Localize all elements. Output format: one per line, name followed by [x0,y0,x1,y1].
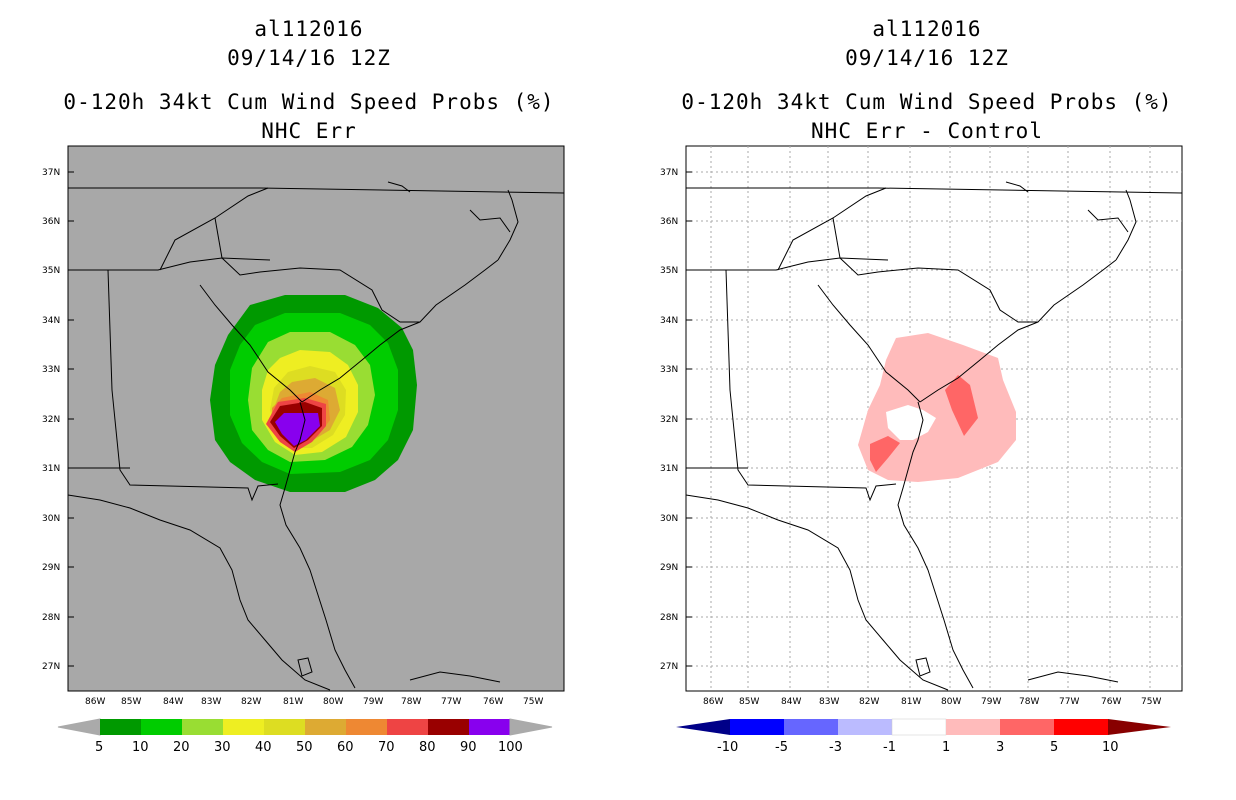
lon-label: 75W [523,697,543,707]
lat-label: 27N [660,662,678,672]
lat-label: 36N [42,217,60,227]
lon-label: 82W [859,697,879,707]
experiment-label: NHC Err [261,119,357,143]
colorbar-label: 80 [419,740,436,755]
lat-label: 37N [42,168,60,178]
lat-label: 32N [42,415,60,425]
lon-label: 80W [323,697,343,707]
product-title: 0-120h 34kt Cum Wind Speed Probs (%) [681,90,1173,114]
lat-axis: 37N 36N 35N 34N 33N 32N 31N 30N 29N 28N … [660,168,692,672]
lat-label: 29N [42,563,60,573]
lat-label: 34N [42,316,60,326]
probability-contours [210,295,417,492]
lon-label: 77W [1059,697,1079,707]
lat-label: 27N [42,662,60,672]
lat-label: 30N [660,514,678,524]
map-boundaries [67,181,565,691]
lat-label: 35N [660,266,678,276]
lat-label: 35N [42,266,60,276]
colorbar-label: 10 [1102,740,1119,755]
lon-label: 77W [441,697,461,707]
lat-label: 34N [660,316,678,326]
grid-lines [686,146,1182,691]
lon-label: 78W [401,697,421,707]
lat-label: 28N [660,613,678,623]
difference-contours [858,333,1016,482]
lat-label: 29N [660,563,678,573]
contour-90-100 [275,413,320,446]
map-boundaries [685,181,1183,691]
lon-axis: 86W 85W 84W 83W 82W 81W 80W 79W 78W 77W … [85,697,543,707]
product-title: 0-120h 34kt Cum Wind Speed Probs (%) [63,90,555,114]
colorbar-label: 3 [996,740,1004,755]
lon-label: 76W [483,697,503,707]
lat-label: 33N [660,365,678,375]
colorbar-label: 5 [1050,740,1058,755]
lat-label: 33N [42,365,60,375]
right-panel: al112016 09/14/16 12Z 0-120h 34kt Cum Wi… [618,0,1236,800]
lon-label: 79W [981,697,1001,707]
lat-label: 31N [660,464,678,474]
lat-label: 37N [660,168,678,178]
storm-id: al112016 [872,17,982,41]
forecast-time: 09/14/16 12Z [227,46,391,70]
forecast-time: 09/14/16 12Z [845,46,1009,70]
lat-label: 32N [660,415,678,425]
lat-label: 36N [660,217,678,227]
lon-label: 85W [121,697,141,707]
lon-label: 81W [283,697,303,707]
left-panel: al112016 09/14/16 12Z 0-120h 34kt Cum Wi… [42,17,565,755]
lon-label: 84W [781,697,801,707]
colorbar-label: 70 [378,740,395,755]
left-map: 37N 36N 35N 34N 33N 32N 31N 30N 29N 28N … [42,145,565,755]
right-colorbar: -10 -5 -3 -1 1 3 5 10 [676,718,1171,755]
lat-label: 31N [42,464,60,474]
lon-label: 78W [1019,697,1039,707]
colorbar-label: 1 [942,740,950,755]
lat-axis: 37N 36N 35N 34N 33N 32N 31N 30N 29N 28N … [42,168,74,672]
colorbar-label: 5 [95,740,103,755]
colorbar-label: 60 [337,740,354,755]
colorbar-label: 20 [173,740,190,755]
lon-label: 86W [85,697,105,707]
lon-label: 84W [163,697,183,707]
colorbar-label: 30 [214,740,231,755]
lon-label: 86W [703,697,723,707]
lon-label: 83W [819,697,839,707]
left-colorbar: 5 10 20 30 40 50 60 70 80 90 100 [57,718,553,755]
lon-label: 82W [241,697,261,707]
colorbar-label: 10 [132,740,149,755]
lon-label: 83W [201,697,221,707]
colorbar-label: -10 [717,740,738,755]
colorbar-label: -1 [883,740,896,755]
colorbar-label: 40 [255,740,272,755]
lon-label: 79W [363,697,383,707]
colorbar-label: 100 [498,740,523,755]
contour-3-5-b [870,436,900,472]
storm-id: al112016 [254,17,364,41]
colorbar-label: 90 [460,740,477,755]
lat-label: 28N [42,613,60,623]
lat-label: 30N [42,514,60,524]
lon-label: 75W [1141,697,1161,707]
lon-label: 76W [1101,697,1121,707]
lon-label: 81W [901,697,921,707]
colorbar-label: -3 [829,740,842,755]
experiment-label: NHC Err - Control [811,119,1043,143]
lon-label: 85W [739,697,759,707]
lon-axis: 86W 85W 84W 83W 82W 81W 80W 79W 78W 77W … [703,697,1161,707]
lon-label: 80W [941,697,961,707]
colorbar-label: -5 [775,740,788,755]
colorbar-label: 50 [296,740,313,755]
contour-inner-white [886,405,936,440]
right-map: 37N 36N 35N 34N 33N 32N 31N 30N 29N 28N … [660,145,1183,755]
contour-3-5-a [945,375,978,436]
